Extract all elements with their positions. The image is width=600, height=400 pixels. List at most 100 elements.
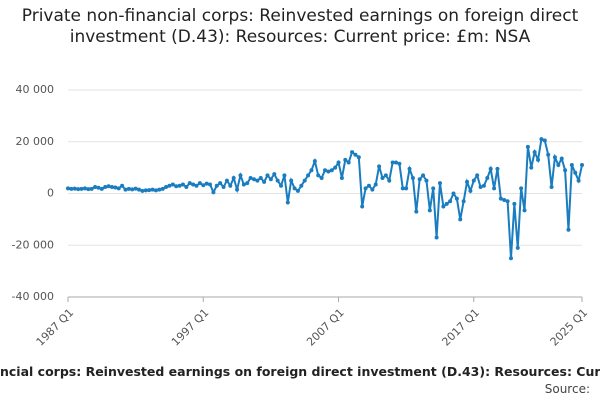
- data-point: [556, 163, 561, 168]
- data-point: [549, 185, 554, 190]
- data-point: [431, 186, 436, 191]
- data-point: [461, 199, 466, 204]
- x-tick-label: 1987 Q1: [34, 306, 77, 349]
- data-point: [333, 165, 338, 170]
- data-point: [559, 156, 564, 161]
- data-point: [366, 183, 371, 188]
- data-point: [164, 185, 169, 190]
- x-tick-label: 1997 Q1: [169, 306, 212, 349]
- data-point: [153, 188, 158, 193]
- data-point: [546, 152, 551, 157]
- data-point: [197, 181, 202, 186]
- data-point: [552, 155, 557, 160]
- data-point: [306, 173, 311, 178]
- data-point: [66, 186, 70, 191]
- data-point: [150, 187, 155, 192]
- data-point: [471, 178, 476, 183]
- data-point: [580, 163, 584, 168]
- data-point: [69, 186, 74, 191]
- data-point: [434, 235, 439, 240]
- data-point: [279, 183, 284, 188]
- data-point: [302, 178, 307, 183]
- data-point: [208, 182, 213, 187]
- data-point: [576, 178, 581, 183]
- data-point: [522, 208, 527, 213]
- data-point: [573, 170, 578, 175]
- data-point: [525, 144, 530, 149]
- data-point: [485, 175, 490, 180]
- data-point: [566, 227, 571, 232]
- data-point: [532, 150, 537, 155]
- data-point: [133, 186, 138, 191]
- data-point: [458, 217, 463, 222]
- data-point: [542, 138, 547, 143]
- data-point: [360, 204, 365, 209]
- data-point: [454, 196, 459, 201]
- data-point: [218, 181, 223, 186]
- data-point: [76, 187, 81, 192]
- data-point: [505, 199, 510, 204]
- y-tick-label: 40 000: [16, 83, 55, 96]
- chart-title: Private non-financial corps: Reinvested …: [21, 6, 579, 47]
- data-point: [130, 187, 135, 192]
- data-point: [319, 175, 324, 180]
- data-point: [251, 177, 256, 182]
- data-point: [214, 183, 219, 188]
- data-point: [441, 204, 446, 209]
- data-point: [502, 197, 507, 202]
- data-point: [519, 186, 524, 191]
- data-point: [468, 188, 473, 193]
- source: Source:: [544, 382, 590, 396]
- data-point: [103, 185, 108, 190]
- data-point: [427, 208, 432, 213]
- data-point: [343, 157, 348, 162]
- data-point: [424, 178, 429, 183]
- data-point: [245, 181, 250, 186]
- data-point: [157, 187, 162, 192]
- data-point: [312, 159, 317, 164]
- data-point: [421, 173, 426, 178]
- data-point: [410, 175, 415, 180]
- y-tick-label: -20 000: [12, 238, 54, 251]
- data-point: [492, 186, 497, 191]
- data-point: [201, 183, 206, 188]
- data-point: [211, 190, 216, 195]
- data-point: [515, 245, 520, 250]
- data-point: [536, 157, 541, 162]
- data-point: [89, 186, 94, 191]
- data-point: [295, 188, 300, 193]
- data-point: [241, 182, 246, 187]
- data-point: [400, 186, 405, 191]
- data-point: [292, 186, 297, 191]
- data-point: [143, 188, 148, 193]
- data-point: [231, 175, 236, 180]
- data-point: [370, 187, 375, 192]
- data-point: [377, 164, 382, 169]
- data-point: [204, 181, 209, 186]
- data-point: [191, 182, 196, 187]
- data-point: [221, 185, 226, 190]
- data-point: [481, 183, 486, 188]
- data-point: [407, 166, 412, 171]
- data-point: [512, 201, 517, 206]
- data-point: [336, 160, 341, 165]
- data-point: [147, 188, 152, 193]
- data-point: [390, 160, 395, 165]
- data-point: [394, 160, 399, 165]
- data-point: [465, 179, 470, 184]
- data-point: [123, 187, 128, 192]
- data-point: [356, 155, 361, 160]
- data-point: [488, 166, 493, 171]
- data-point: [414, 209, 419, 214]
- data-point: [187, 181, 192, 186]
- data-point: [184, 185, 189, 190]
- data-point: [404, 186, 409, 191]
- data-point: [93, 185, 98, 190]
- data-point: [167, 183, 172, 188]
- data-point: [275, 178, 280, 183]
- data-point: [86, 187, 91, 192]
- data-point: [238, 173, 243, 178]
- data-point: [383, 173, 388, 178]
